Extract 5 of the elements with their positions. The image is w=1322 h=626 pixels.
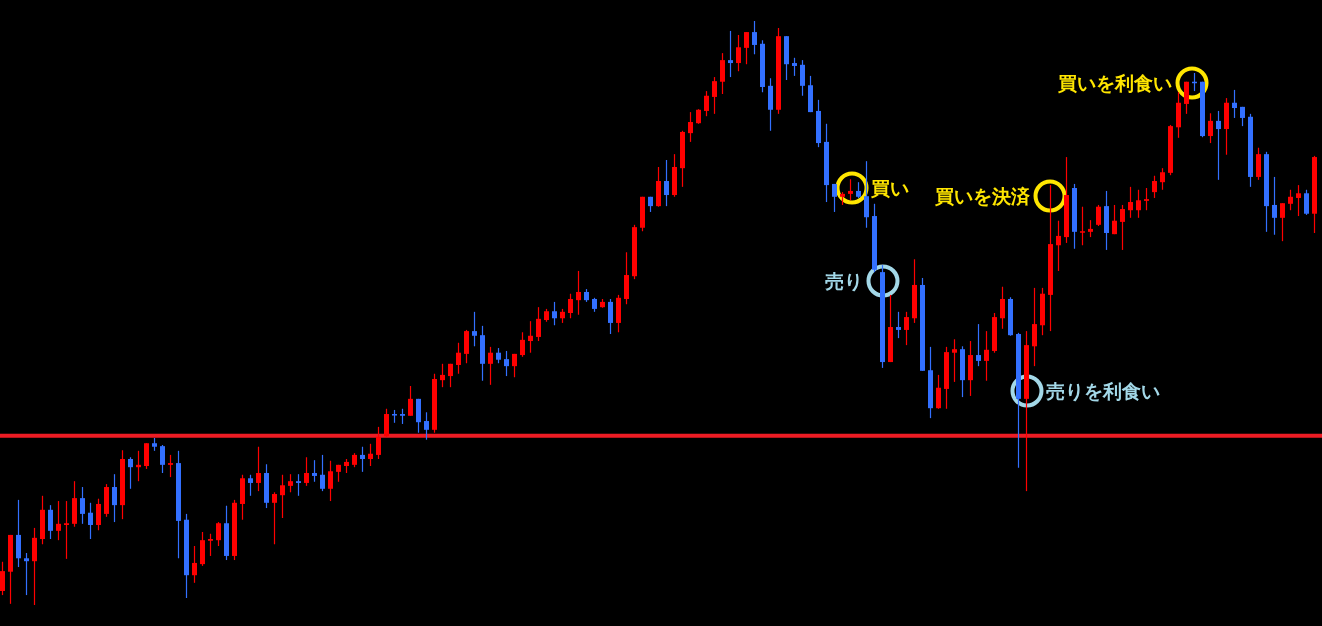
annotation: 売りを利食い (1046, 380, 1160, 402)
annotation: 買い (871, 177, 909, 199)
annotation: 買いを決済 (935, 185, 1030, 207)
annotation: 売り (825, 270, 863, 292)
annotation: 買いを利食い (1058, 72, 1172, 94)
